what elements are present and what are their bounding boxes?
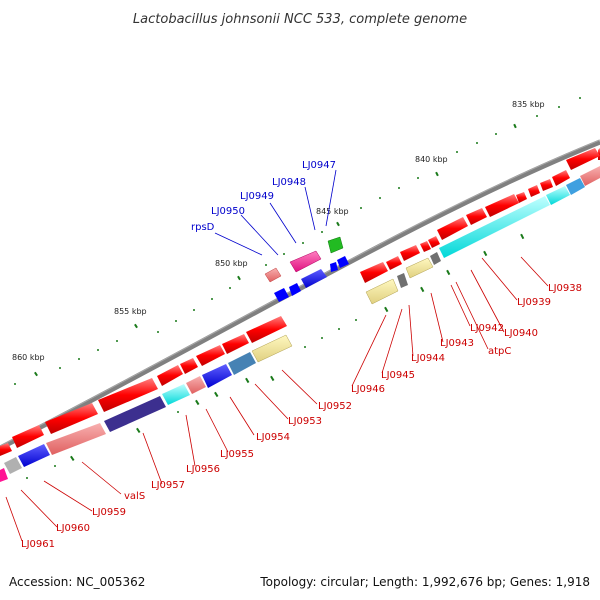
- scale-label-840: 840 kbp: [415, 155, 448, 164]
- label-LJ0942: LJ0942: [470, 323, 504, 334]
- map-title: Lactobacillus johnsonii NCC 533, complet…: [133, 12, 467, 27]
- gene-LJ0948-blue-2: [330, 262, 338, 272]
- gene-LJ0948-blue: [337, 256, 349, 268]
- scale-label-845: 845 kbp: [316, 207, 349, 216]
- label-LJ0948: LJ0948: [272, 177, 306, 188]
- label-LJ0949: LJ0949: [240, 191, 274, 202]
- label-valS: valS: [124, 491, 145, 502]
- outer-tick-track: [14, 97, 581, 385]
- accession-text: Accession: NC_005362: [9, 575, 145, 589]
- label-LJ0959: LJ0959: [92, 507, 126, 518]
- inner-tick-track: [26, 233, 525, 479]
- scale-label-855: 855 kbp: [114, 307, 147, 316]
- genome-summary-text: Topology: circular; Length: 1,992,676 bp…: [259, 575, 590, 589]
- label-LJ0953: LJ0953: [288, 416, 322, 427]
- label-LJ0960: LJ0960: [56, 523, 90, 534]
- label-atpC: atpC: [488, 346, 511, 357]
- scale-label-860: 860 kbp: [12, 353, 45, 362]
- gene-LJ0949: [289, 250, 322, 273]
- gene-LJ0950-blue: [301, 269, 327, 288]
- label-rpsD: rpsD: [191, 222, 215, 233]
- label-LJ0939: LJ0939: [517, 297, 551, 308]
- forward-strand-genes: [0, 148, 600, 456]
- scale-label-835: 835 kbp: [512, 100, 545, 109]
- label-LJ0938: LJ0938: [548, 283, 582, 294]
- label-LJ0957: LJ0957: [151, 480, 185, 491]
- label-LJ0943: LJ0943: [440, 338, 474, 349]
- label-LJ0950: LJ0950: [211, 206, 245, 217]
- gene-small-blue: [289, 283, 301, 296]
- label-LJ0952: LJ0952: [318, 401, 352, 412]
- label-LJ0947: LJ0947: [302, 160, 336, 171]
- scale-label-850: 850 kbp: [215, 259, 248, 268]
- gene-LJ0947: [327, 236, 344, 254]
- backbone-track: [0, 139, 600, 451]
- label-LJ0940: LJ0940: [504, 328, 538, 339]
- label-LJ0954: LJ0954: [256, 432, 290, 443]
- label-LJ0956: LJ0956: [186, 464, 220, 475]
- top-gene-labels: [214, 169, 337, 256]
- bottom-gene-labels: [5, 256, 549, 542]
- reverse-strand-genes: [0, 166, 600, 482]
- label-LJ0961: LJ0961: [21, 539, 55, 550]
- label-LJ0946: LJ0946: [351, 384, 385, 395]
- label-LJ0945: LJ0945: [381, 370, 415, 381]
- label-LJ0944: LJ0944: [411, 353, 445, 364]
- gene-rpsD-blue: [274, 288, 289, 302]
- gene-pink-small: [264, 267, 282, 283]
- forward-strand-genes-top: [264, 236, 349, 302]
- label-LJ0955: LJ0955: [220, 449, 254, 460]
